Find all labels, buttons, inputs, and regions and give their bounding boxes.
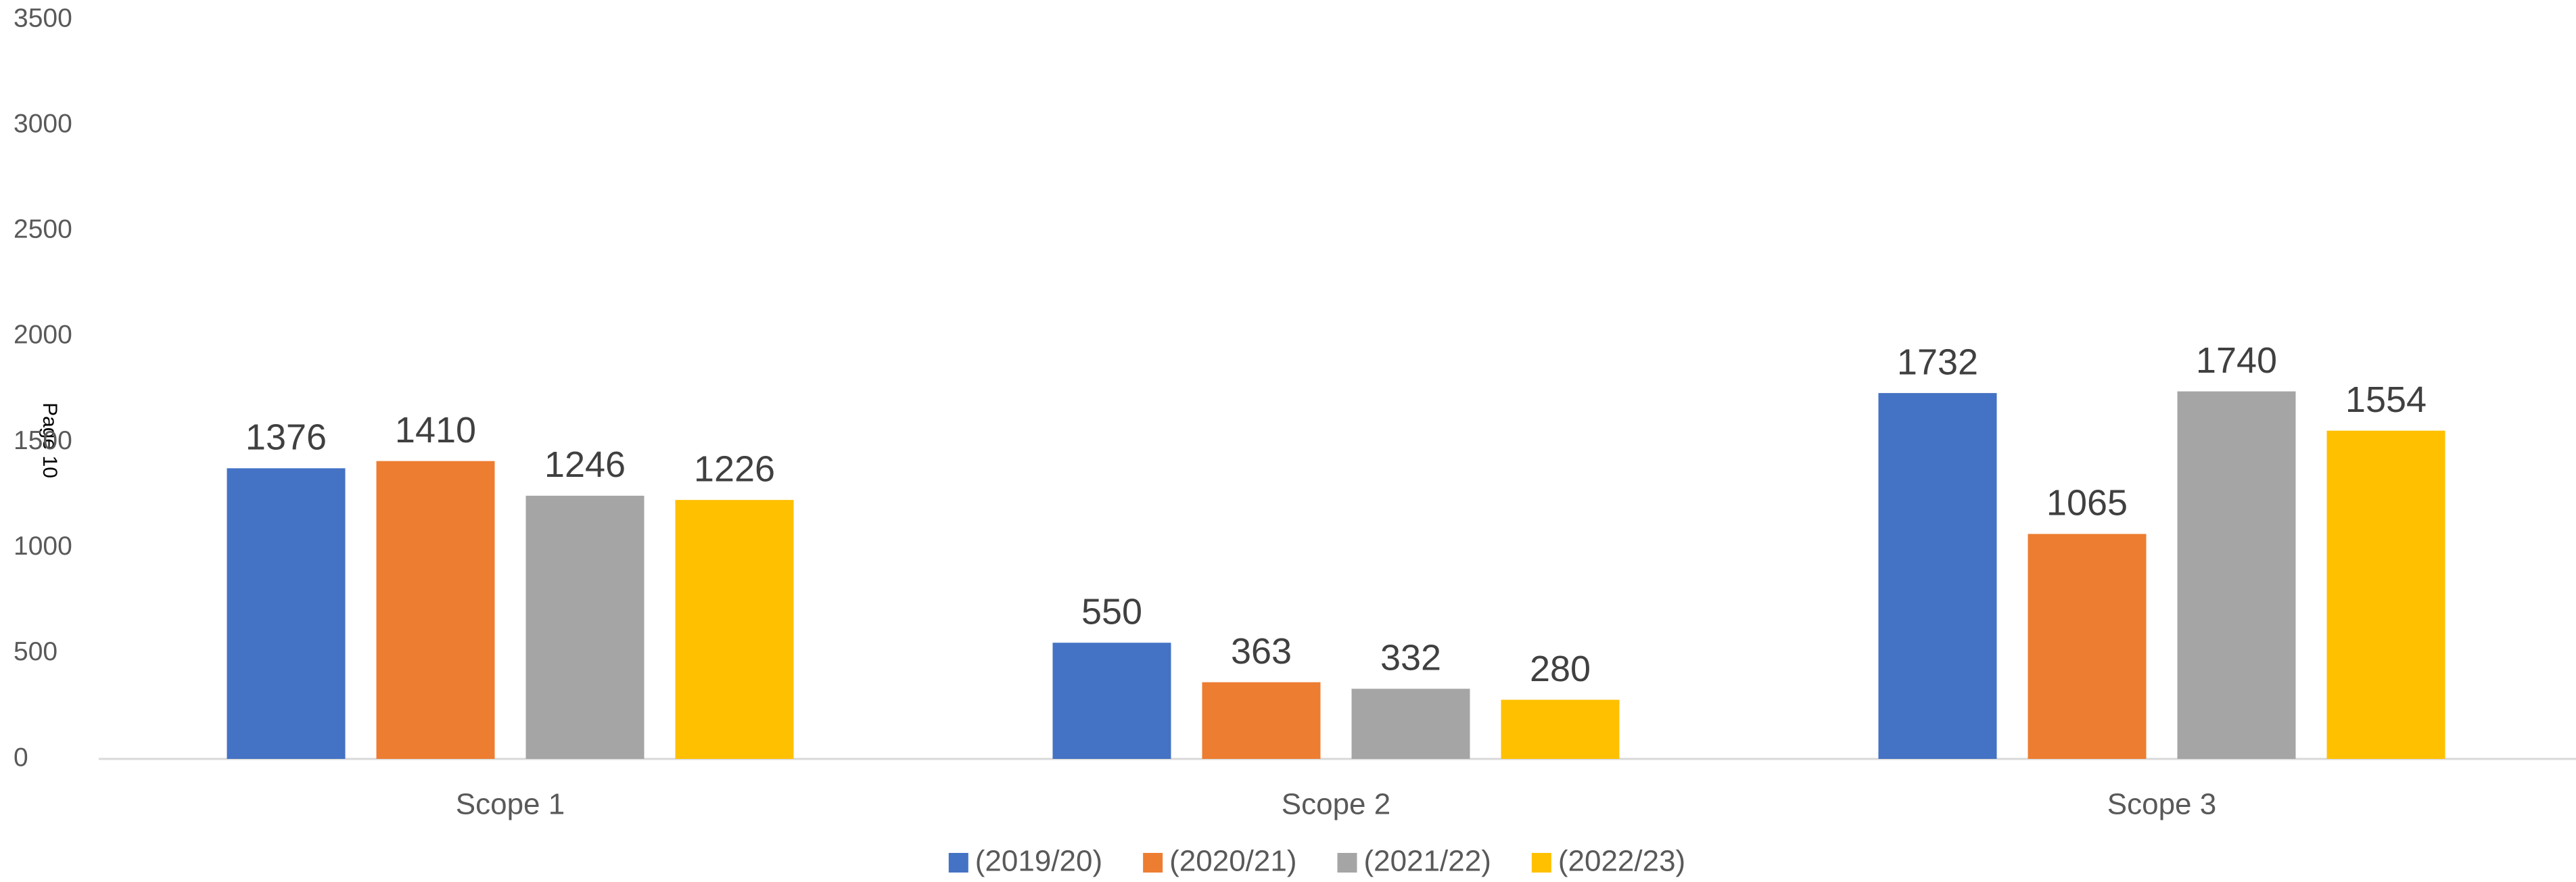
bar (1501, 699, 1620, 759)
bar (2028, 534, 2147, 759)
y-tick-label: 2500 (14, 215, 72, 244)
y-tick-label: 500 (14, 637, 57, 666)
bar (227, 468, 346, 759)
bar (525, 495, 645, 759)
data-label: 1065 (2046, 483, 2128, 524)
page-label: Page 10 (39, 402, 61, 478)
y-tick-label: 2000 (14, 321, 72, 350)
bar (376, 461, 495, 759)
legend-swatch (1337, 853, 1357, 873)
data-label: 1740 (2196, 340, 2277, 381)
y-tick-label: 0 (14, 743, 28, 772)
legend-label: (2021/22) (1364, 845, 1491, 878)
bar (1878, 393, 1997, 759)
x-tick-label: Scope 1 (456, 788, 565, 821)
x-tick-label: Scope 2 (1282, 788, 1390, 821)
data-label: 1226 (694, 448, 775, 489)
legend-swatch (948, 853, 968, 873)
data-label: 1554 (2345, 379, 2427, 420)
x-tick-label: Scope 3 (2107, 788, 2216, 821)
bar (1052, 643, 1171, 759)
legend-label: (2019/20) (975, 845, 1102, 878)
data-label: 1732 (1897, 342, 1978, 382)
bar (2326, 430, 2445, 759)
y-tick-label: 1500 (14, 426, 72, 455)
data-label: 1410 (395, 410, 476, 450)
legend-swatch (1531, 853, 1551, 873)
y-tick-label: 1000 (14, 532, 72, 561)
data-label: 1246 (544, 444, 626, 485)
bar (2177, 391, 2296, 759)
y-tick-label: 3000 (14, 109, 72, 138)
legend-label: (2022/23) (1558, 845, 1685, 878)
data-label: 550 (1081, 592, 1142, 632)
data-label: 1376 (245, 417, 327, 458)
bar (1351, 689, 1470, 759)
data-label: 332 (1380, 638, 1441, 678)
legend-swatch (1143, 853, 1163, 873)
data-label: 280 (1530, 649, 1591, 689)
data-label: 363 (1231, 631, 1292, 672)
legend-label: (2020/21) (1169, 845, 1296, 878)
bar (1202, 682, 1321, 759)
bar (675, 500, 794, 759)
y-tick-label: 3500 (14, 3, 72, 32)
